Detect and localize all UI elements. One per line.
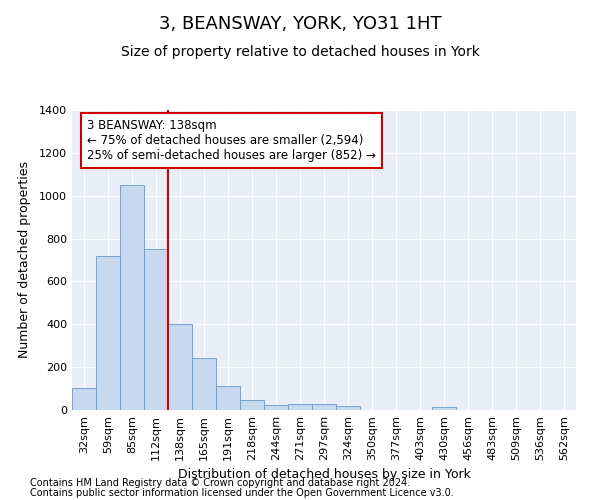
Bar — [312, 404, 336, 410]
Bar — [216, 386, 240, 410]
Bar — [144, 250, 168, 410]
Text: 3 BEANSWAY: 138sqm
← 75% of detached houses are smaller (2,594)
25% of semi-deta: 3 BEANSWAY: 138sqm ← 75% of detached hou… — [87, 119, 376, 162]
X-axis label: Distribution of detached houses by size in York: Distribution of detached houses by size … — [178, 468, 470, 481]
Bar — [336, 406, 360, 410]
Bar — [288, 404, 312, 410]
Y-axis label: Number of detached properties: Number of detached properties — [17, 162, 31, 358]
Bar — [168, 324, 192, 410]
Text: Size of property relative to detached houses in York: Size of property relative to detached ho… — [121, 45, 479, 59]
Bar — [120, 185, 144, 410]
Text: Contains HM Land Registry data © Crown copyright and database right 2024.: Contains HM Land Registry data © Crown c… — [30, 478, 410, 488]
Bar — [96, 256, 120, 410]
Bar — [192, 358, 216, 410]
Text: Contains public sector information licensed under the Open Government Licence v3: Contains public sector information licen… — [30, 488, 454, 498]
Bar — [264, 404, 288, 410]
Bar — [72, 388, 96, 410]
Text: 3, BEANSWAY, YORK, YO31 1HT: 3, BEANSWAY, YORK, YO31 1HT — [158, 15, 442, 33]
Bar — [240, 400, 264, 410]
Bar — [432, 407, 456, 410]
